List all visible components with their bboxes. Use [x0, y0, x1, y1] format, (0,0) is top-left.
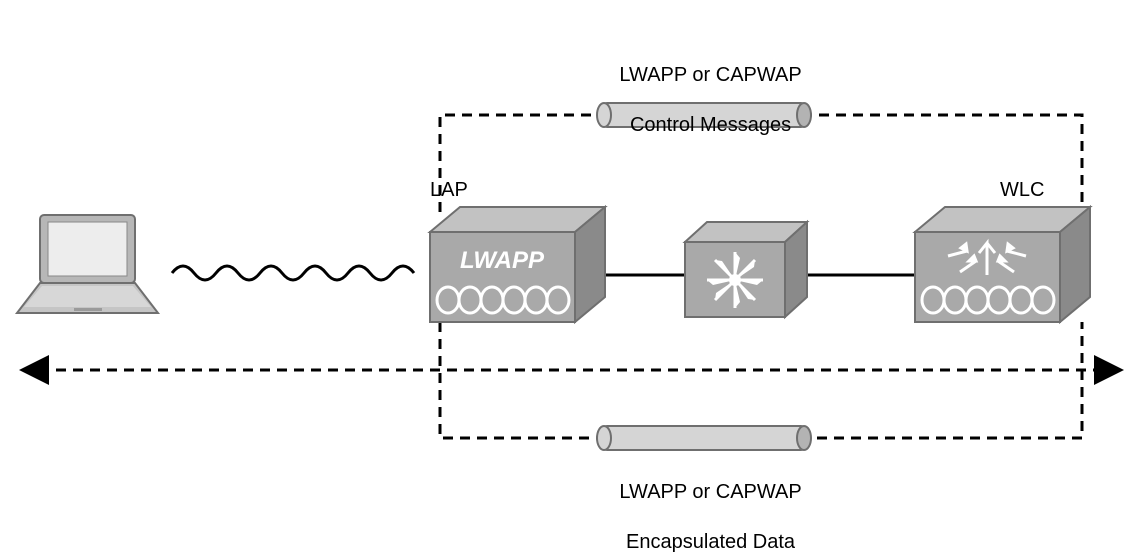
lap-device-text: LWAPP: [460, 247, 545, 274]
label-bottom-line2: Encapsulated Data: [626, 531, 795, 553]
label-top-line2: Control Messages: [630, 114, 791, 136]
lap-device: LWAPP: [430, 207, 605, 322]
tunnel-bottom-path: [440, 322, 1082, 438]
tube-bottom: [597, 426, 811, 450]
wifi-link: [172, 266, 414, 280]
laptop-icon: [17, 215, 158, 313]
label-wlc: WLC: [1000, 178, 1080, 203]
switch-device: [685, 222, 807, 317]
wlc-device: [915, 207, 1090, 322]
label-top: LWAPP or CAPWAP Control Messages: [555, 38, 855, 138]
label-lap: LAP: [430, 178, 490, 203]
label-bottom-line1: LWAPP or CAPWAP: [619, 481, 801, 503]
label-bottom: LWAPP or CAPWAP Encapsulated Data: [555, 455, 855, 555]
label-top-line1: LWAPP or CAPWAP: [619, 64, 801, 86]
